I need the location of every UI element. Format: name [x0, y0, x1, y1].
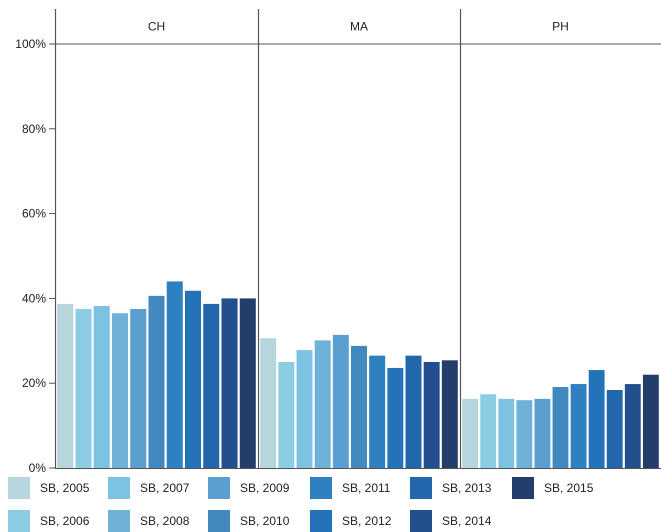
bar	[642, 374, 659, 468]
bar	[369, 355, 386, 468]
bar	[423, 362, 440, 468]
y-tick-label: 100%	[15, 37, 46, 51]
legend-item: SB, 2008	[108, 510, 189, 532]
bar	[570, 384, 587, 468]
y-tick-label: 20%	[22, 376, 46, 390]
bar	[278, 362, 295, 468]
bar	[332, 334, 349, 468]
bar	[221, 298, 238, 468]
legend-label: SB, 2011	[342, 481, 391, 495]
legend-swatch	[310, 477, 332, 499]
y-tick-label: 40%	[22, 291, 46, 305]
bar	[588, 370, 605, 468]
legend-label: SB, 2009	[240, 481, 290, 495]
bar	[148, 295, 165, 468]
legend-swatch	[208, 477, 230, 499]
bar	[166, 281, 183, 468]
legend-item: SB, 2010	[208, 510, 289, 532]
legend-item: SB, 2012	[310, 510, 391, 532]
panel-label: CH	[148, 20, 165, 34]
y-tick-label: 80%	[22, 122, 46, 136]
bar	[239, 298, 256, 468]
bar	[624, 384, 641, 468]
legend-label: SB, 2014	[442, 514, 492, 528]
bar	[405, 355, 422, 468]
bars	[57, 281, 659, 468]
legend-label: SB, 2010	[240, 514, 290, 528]
panel-label: PH	[552, 20, 569, 34]
legend-label: SB, 2005	[40, 481, 90, 495]
bar	[498, 398, 515, 468]
legend-item: SB, 2007	[108, 477, 189, 499]
bar	[93, 306, 110, 468]
legend-label: SB, 2013	[442, 481, 492, 495]
y-axis: 0% 20% 40% 60% 80% 100%	[15, 37, 55, 475]
legend-label: SB, 2015	[544, 481, 594, 495]
legend-swatch	[310, 510, 332, 532]
panel-label: MA	[350, 20, 368, 34]
legend-item: SB, 2013	[410, 477, 491, 499]
bar	[296, 350, 313, 468]
bar	[314, 340, 331, 468]
bar	[462, 398, 479, 468]
bar	[552, 387, 569, 468]
legend-label: SB, 2012	[342, 514, 392, 528]
legend-item: SB, 2005	[8, 477, 89, 499]
bar	[441, 360, 458, 468]
legend-swatch	[108, 477, 130, 499]
bar	[57, 303, 74, 468]
legend-swatch	[108, 510, 130, 532]
legend-swatch	[410, 477, 432, 499]
legend-swatch	[208, 510, 230, 532]
bar	[387, 367, 404, 468]
bar	[534, 398, 551, 468]
y-tick-label: 0%	[29, 461, 47, 475]
legend-item: SB, 2011	[310, 477, 390, 499]
panel-headers: CH MA PH	[54, 9, 569, 468]
legend-swatch	[8, 477, 30, 499]
bar	[606, 389, 623, 468]
legend-label: SB, 2007	[140, 481, 190, 495]
legend-item: SB, 2014	[410, 510, 491, 532]
bar	[260, 338, 277, 468]
legend-label: SB, 2006	[40, 514, 90, 528]
y-tick-label: 60%	[22, 207, 46, 221]
panel-frames	[55, 43, 661, 469]
bar	[480, 394, 497, 468]
bar	[203, 303, 220, 468]
bar	[516, 400, 533, 468]
bar	[184, 290, 202, 468]
legend-label: SB, 2008	[140, 514, 190, 528]
legend-swatch	[8, 510, 30, 532]
legend-item: SB, 2015	[512, 477, 593, 499]
bar	[130, 309, 147, 468]
bar	[75, 309, 92, 468]
bar	[111, 313, 129, 468]
legend-item: SB, 2006	[8, 510, 89, 532]
legend-swatch	[512, 477, 534, 499]
legend-item: SB, 2009	[208, 477, 289, 499]
bar	[351, 345, 367, 468]
legend-swatch	[410, 510, 432, 532]
